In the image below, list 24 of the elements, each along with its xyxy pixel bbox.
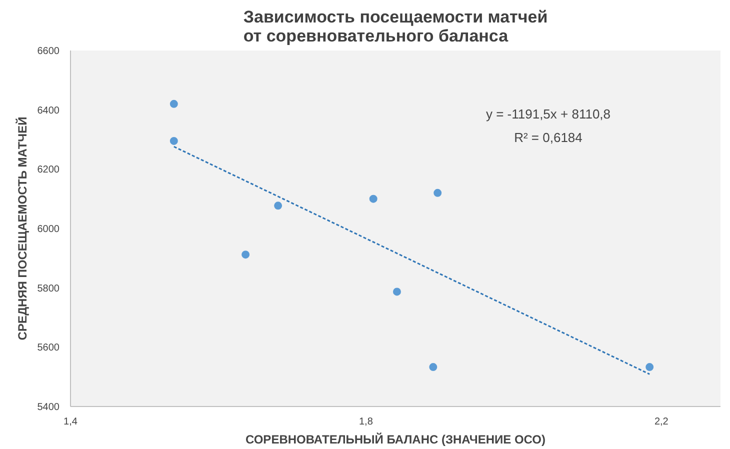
point xyxy=(434,188,442,197)
point xyxy=(242,250,250,259)
x-axis-title: СОРЕВНОВАТЕЛЬНЫЙ БАЛАНС (ЗНАЧЕНИЕ ОСО) xyxy=(245,432,546,446)
point xyxy=(429,363,438,372)
point xyxy=(369,194,378,203)
y-tick-label: 5600 xyxy=(37,342,60,354)
y-tick-label: 6600 xyxy=(37,46,60,57)
annotation: R² = 0,6184 xyxy=(514,130,582,145)
point xyxy=(646,363,654,372)
y-tick-label: 5400 xyxy=(37,402,60,413)
x-tick-label: 1,4 xyxy=(64,416,78,428)
y-tick-label: 6000 xyxy=(37,224,60,235)
y-tick-label: 6400 xyxy=(37,105,60,116)
y-tick-label: 6200 xyxy=(37,164,60,176)
point xyxy=(170,136,178,145)
y-axis-title: СРЕДНЯЯ ПОСЕЩАЕМОСТЬ МАТЧЕЙ xyxy=(15,116,30,340)
x-tick-label: 2,2 xyxy=(654,416,669,428)
x-tick-label: 1,8 xyxy=(359,416,374,428)
point xyxy=(392,288,401,296)
annotation: y = -1191,5x + 8110,8 xyxy=(486,106,611,122)
point xyxy=(170,100,178,108)
y-tick-label: 5800 xyxy=(37,283,60,294)
chart-title: Зависимость посещаемости матчей от соревновательного баланса xyxy=(243,8,548,46)
point xyxy=(274,202,282,210)
